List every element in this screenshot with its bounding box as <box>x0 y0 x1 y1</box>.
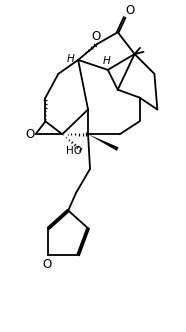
Text: H: H <box>67 54 74 64</box>
Text: O: O <box>25 128 34 141</box>
Text: O: O <box>43 258 52 271</box>
Text: O: O <box>92 30 101 42</box>
Text: HO: HO <box>66 145 82 156</box>
Text: H: H <box>103 56 111 66</box>
Polygon shape <box>88 134 119 151</box>
Text: O: O <box>125 4 134 17</box>
